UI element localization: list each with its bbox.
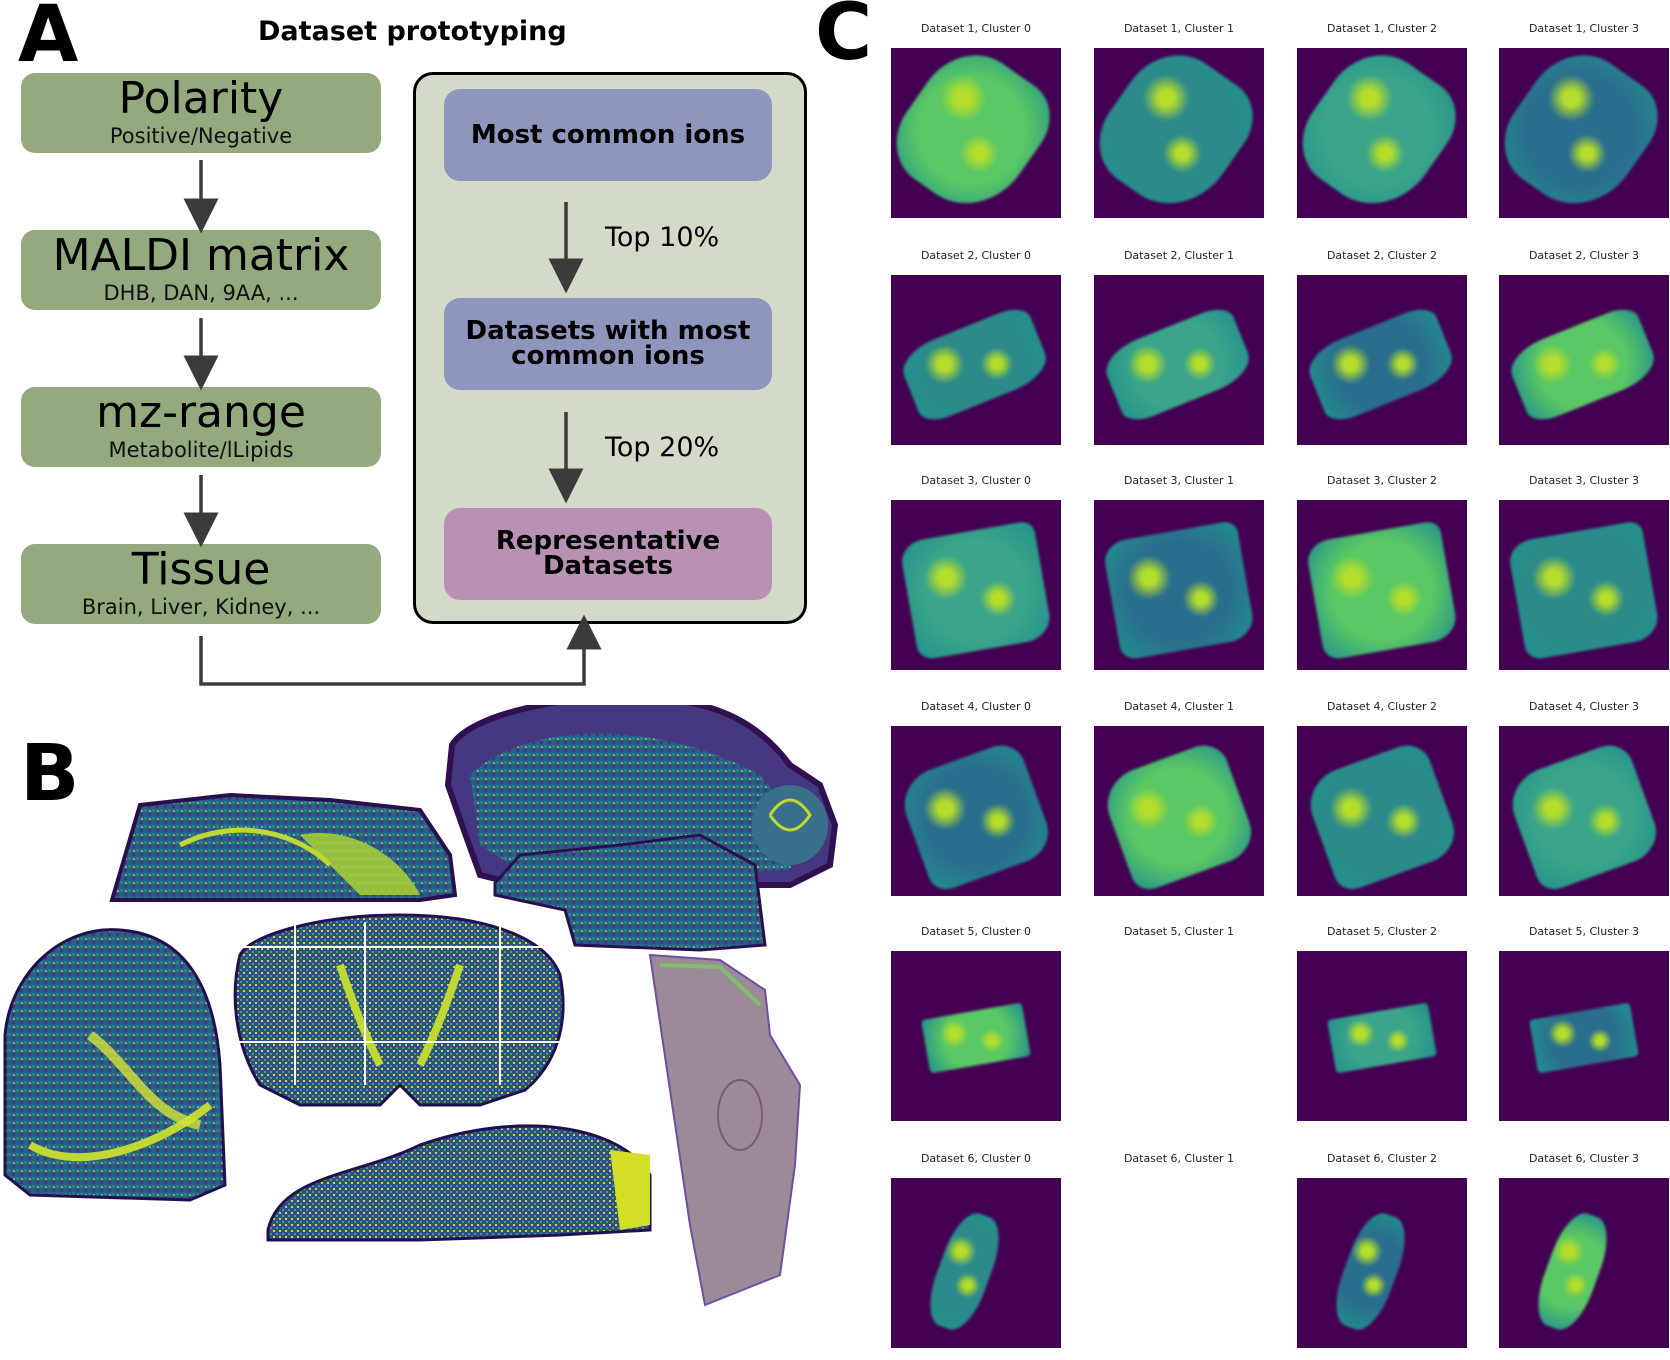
cluster-heatmap: [1499, 951, 1669, 1121]
step-datasets-with-common-ions: Datasets with most common ions: [444, 298, 772, 390]
tissue-sagittal-bottom: [266, 1124, 652, 1242]
subplot-title: Dataset 6, Cluster 3: [1528, 1152, 1640, 1165]
subplot-title: Dataset 3, Cluster 1: [1123, 474, 1235, 487]
cluster-heatmap: [891, 726, 1061, 896]
subplot-title: Dataset 5, Cluster 3: [1528, 925, 1640, 938]
cluster-heatmap: [891, 500, 1061, 670]
cluster-heatmap: [1499, 275, 1669, 445]
filter-mz-range: mz-range Metabolite/lLipids: [21, 387, 381, 467]
cluster-heatmap: [1297, 275, 1467, 445]
cluster-heatmap: [1094, 275, 1264, 445]
tissue-cluster-shape: [1506, 519, 1662, 661]
panel-a-title: Dataset prototyping: [258, 16, 567, 47]
tissue-cluster-shape: [1094, 48, 1264, 218]
cluster-heatmap: [1499, 726, 1669, 896]
filter-sub-label: Metabolite/lLipids: [108, 438, 294, 462]
tissue-cluster-shape: [919, 1206, 1009, 1337]
cluster-heatmap: [891, 48, 1061, 218]
cluster-heatmap: [1297, 951, 1467, 1121]
subplot-title: Dataset 5, Cluster 0: [920, 925, 1032, 938]
tissue-cluster-shape: [898, 519, 1054, 661]
tissue-cluster-shape: [1098, 302, 1257, 426]
panel-label-a: A: [18, 0, 79, 80]
tissue-cluster-shape: [895, 302, 1054, 426]
subplot-title: Dataset 4, Cluster 2: [1326, 700, 1438, 713]
tissue-cluster-shape: [891, 48, 1061, 218]
subplot-title: Dataset 2, Cluster 2: [1326, 249, 1438, 262]
subplot-title: Dataset 5, Cluster 2: [1326, 925, 1438, 938]
cluster-heatmap: [891, 951, 1061, 1121]
cluster-heatmap: [1499, 500, 1669, 670]
step-most-common-ions: Most common ions: [444, 89, 772, 181]
filter-tissue: Tissue Brain, Liver, Kidney, ...: [21, 544, 381, 624]
filter-main-label: MALDI matrix: [52, 230, 350, 281]
tissue-cluster-shape: [1325, 1206, 1415, 1337]
tissue-cluster-shape: [1097, 738, 1261, 895]
subplot-title: Dataset 4, Cluster 0: [920, 700, 1032, 713]
subplot-title: Dataset 3, Cluster 3: [1528, 474, 1640, 487]
subplot-title: Dataset 4, Cluster 3: [1528, 700, 1640, 713]
subplot-title: Dataset 3, Cluster 0: [920, 474, 1032, 487]
cluster-heatmap: [1297, 500, 1467, 670]
subplot-title: Dataset 1, Cluster 2: [1326, 22, 1438, 35]
arrow-tissue-to-pipeline: [199, 614, 602, 686]
tissue-sections: [3, 705, 839, 1307]
filter-main-label: mz-range: [96, 387, 306, 438]
filter-sub-label: Brain, Liver, Kidney, ...: [81, 595, 321, 619]
tissue-cluster-shape: [1327, 1002, 1437, 1074]
subplot-title: Dataset 2, Cluster 3: [1528, 249, 1640, 262]
tissue-cluster-shape: [1527, 1206, 1617, 1337]
cluster-heatmap: [1297, 1178, 1467, 1348]
tissue-cluster-shape: [1499, 48, 1669, 218]
subplot-title: Dataset 5, Cluster 1: [1123, 925, 1235, 938]
subplot-title: Dataset 1, Cluster 0: [920, 22, 1032, 35]
subplot-title: Dataset 4, Cluster 1: [1123, 700, 1235, 713]
cluster-heatmap: [1094, 726, 1264, 896]
filter-main-label: Tissue: [131, 544, 271, 595]
tissue-cluster-shape: [921, 1002, 1031, 1074]
tissue-cluster-shape: [894, 738, 1058, 895]
flow-arrows: [183, 160, 602, 686]
tissue-cluster-shape: [1301, 302, 1460, 426]
tissue-cluster-shape: [1297, 48, 1467, 218]
tissue-cluster-shape: [1503, 302, 1662, 426]
tissue-cluster-shape: [1529, 1002, 1639, 1074]
tissue-cluster-shape: [1304, 519, 1460, 661]
cluster-heatmap: [1499, 1178, 1669, 1348]
tissue-cluster-shape: [1300, 738, 1464, 895]
subplot-title: Dataset 6, Cluster 1: [1123, 1152, 1235, 1165]
tissue-cluster-shape: [1101, 519, 1257, 661]
subplot-title: Dataset 1, Cluster 1: [1123, 22, 1235, 35]
cluster-heatmap: [891, 1178, 1061, 1348]
filter-polarity: Polarity Positive/Negative: [21, 73, 381, 153]
panel-label-c: C: [815, 0, 873, 78]
subplot-title: Dataset 6, Cluster 0: [920, 1152, 1032, 1165]
filter-maldi-matrix: MALDI matrix DHB, DAN, 9AA, ...: [21, 230, 381, 310]
tissue-cluster-shape: [1502, 738, 1666, 895]
cluster-heatmap: [1297, 726, 1467, 896]
cluster-heatmap: [1094, 48, 1264, 218]
subplot-title: Dataset 1, Cluster 3: [1528, 22, 1640, 35]
cluster-heatmap: [1499, 48, 1669, 218]
panel-label-b: B: [20, 729, 80, 819]
cluster-heatmap: [1297, 48, 1467, 218]
tissue-optical-right: [648, 953, 802, 1307]
subplot-title: Dataset 3, Cluster 2: [1326, 474, 1438, 487]
arrow-label-top-20: Top 20%: [605, 432, 720, 463]
tissue-coronal-center: [233, 913, 565, 1107]
step-representative-datasets: Representative Datasets: [444, 508, 772, 600]
tissue-sagittal-middle-right: [493, 833, 767, 952]
cluster-heatmap: [1094, 500, 1264, 670]
arrow-label-top-10: Top 10%: [605, 222, 720, 253]
filter-main-label: Polarity: [118, 73, 284, 124]
filter-sub-label: Positive/Negative: [109, 124, 293, 148]
subplot-title: Dataset 2, Cluster 0: [920, 249, 1032, 262]
subplot-title: Dataset 6, Cluster 2: [1326, 1152, 1438, 1165]
filter-sub-label: DHB, DAN, 9AA, ...: [103, 281, 299, 305]
cluster-heatmap: [891, 275, 1061, 445]
subplot-title: Dataset 2, Cluster 1: [1123, 249, 1235, 262]
